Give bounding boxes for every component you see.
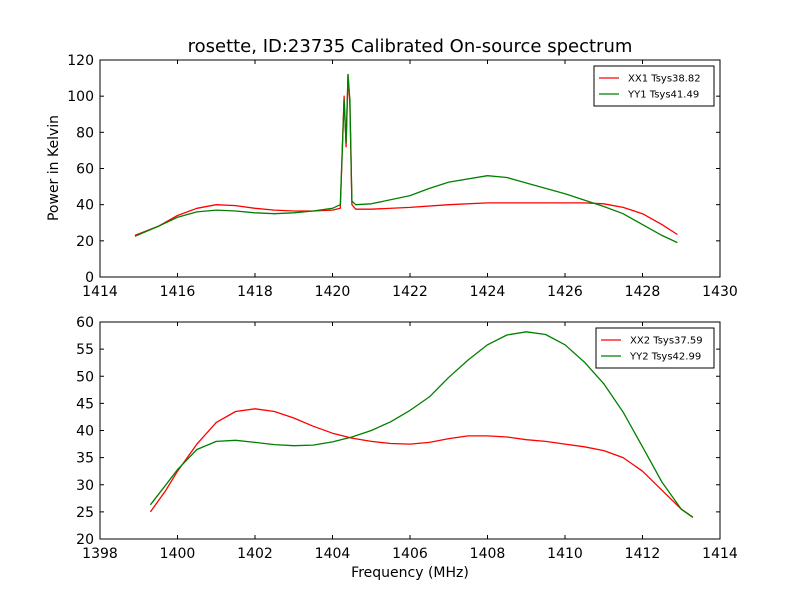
x-tick-label: 1408 — [470, 546, 506, 562]
legend-label: YY2 Tsys42.99 — [629, 352, 701, 363]
x-tick-label: 1422 — [392, 284, 428, 300]
y-tick-label: 45 — [76, 396, 94, 412]
y-tick-label: 35 — [76, 451, 94, 467]
y-tick-label: 80 — [76, 125, 94, 141]
y-tick-label: 25 — [76, 505, 94, 521]
x-tick-label: 1426 — [547, 284, 583, 300]
x-tick-label: 1412 — [625, 546, 661, 562]
x-tick-label: 1428 — [625, 284, 661, 300]
y-tick-label: 20 — [76, 234, 94, 250]
y-tick-label: 20 — [76, 532, 94, 548]
chart-title: rosette, ID:23735 Calibrated On-source s… — [188, 36, 633, 57]
y-tick-label: 0 — [85, 270, 94, 286]
x-tick-label: 1410 — [547, 546, 583, 562]
legend-1: XX1 Tsys38.82 YY1 Tsys41.49 — [593, 65, 715, 107]
legend-label: YY1 Tsys41.49 — [627, 90, 699, 101]
x-tick-label: 1430 — [702, 284, 738, 300]
x-tick-label: 1404 — [315, 546, 351, 562]
legend-label: XX2 Tsys37.59 — [630, 336, 703, 347]
x-tick-label: 1416 — [160, 284, 196, 300]
legend-label: XX1 Tsys38.82 — [628, 74, 701, 85]
x-tick-label: 1424 — [470, 284, 506, 300]
x-tick-label: 1414 — [702, 546, 738, 562]
y-tick-label: 60 — [76, 315, 94, 331]
y-tick-label: 50 — [76, 369, 94, 385]
series-line-2-1 — [149, 408, 694, 518]
y-tick-label: 40 — [76, 424, 94, 440]
series-line-1-2 — [134, 73, 678, 244]
y-tick-label: 30 — [76, 478, 94, 494]
y-tick-label: 120 — [67, 53, 94, 69]
x-tick-label: 1414 — [82, 284, 118, 300]
x-tick-label: 1406 — [392, 546, 428, 562]
x-axis-label: Frequency (MHz) — [351, 565, 469, 581]
y-axis-label: Power in Kelvin — [46, 115, 62, 221]
x-tick-label: 1420 — [315, 284, 351, 300]
legend-2: XX2 Tsys37.59 YY2 Tsys42.99 — [595, 327, 715, 369]
x-tick-label: 1400 — [160, 546, 196, 562]
series-line-2-2 — [149, 331, 694, 518]
legend-box — [593, 65, 715, 107]
top-plot: 1414 1416 1418 1420 1422 1424 1426 1428 1430 0 20 4… — [67, 53, 738, 300]
x-tick-label: 1418 — [237, 284, 273, 300]
legend-box — [595, 327, 715, 369]
x-tick-label: 1402 — [237, 546, 273, 562]
x-tick-label: 1398 — [82, 546, 118, 562]
bottom-plot: 1398 1400 1402 1404 1406 1408 1410 1412 1414 20 25… — [76, 315, 738, 562]
y-tick-label: 60 — [76, 162, 94, 178]
y-tick-label: 55 — [76, 342, 94, 358]
y-tick-label: 40 — [76, 198, 94, 214]
y-tick-label: 100 — [67, 89, 94, 105]
